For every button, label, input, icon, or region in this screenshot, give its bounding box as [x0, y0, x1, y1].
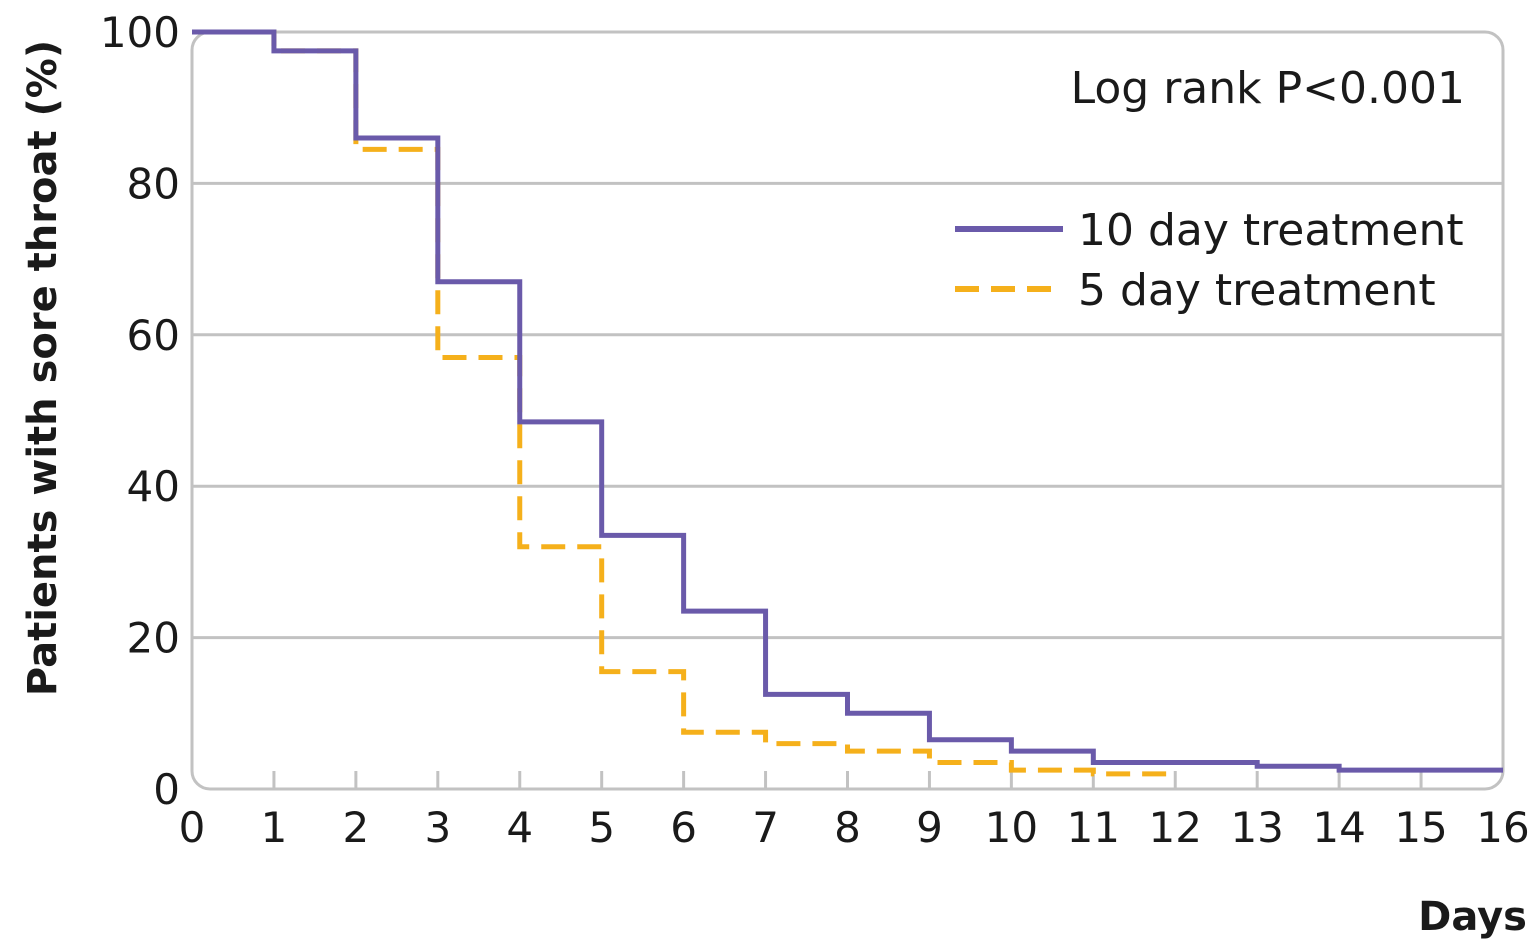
y-axis-ticks: 0 20 40 60 80 100: [100, 8, 180, 814]
x-tick-label: 13: [1230, 803, 1283, 852]
x-axis-title: Days: [1418, 894, 1527, 940]
y-tick-label: 80: [127, 159, 180, 208]
x-tick-label: 1: [261, 803, 288, 852]
series-lines: [192, 29, 1503, 777]
x-tick-label: 10: [985, 803, 1038, 852]
legend: 10 day treatment 5 day treatment: [955, 205, 1464, 316]
x-tick-label: 14: [1312, 803, 1365, 852]
x-tick-label: 9: [916, 803, 943, 852]
y-tick-label: 60: [127, 311, 180, 360]
legend-label-5-day: 5 day treatment: [1078, 265, 1436, 316]
log-rank-annotation: Log rank P<0.001: [1071, 63, 1465, 114]
x-tick-label: 6: [670, 803, 697, 852]
x-tick-label: 3: [424, 803, 451, 852]
series-line-10-day: [192, 29, 1503, 773]
x-tick-label: 2: [343, 803, 370, 852]
x-axis-ticks: 0 1 2 3 4 5 6 7 8 9 10 11 12 13 14 15 16: [179, 771, 1530, 852]
x-tick-label: 16: [1476, 803, 1529, 852]
x-tick-label: 15: [1394, 803, 1447, 852]
plot-frame: [190, 30, 1505, 791]
y-tick-label: 20: [127, 614, 180, 663]
x-tick-label: 4: [506, 803, 533, 852]
x-tick-label: 11: [1067, 803, 1120, 852]
grid-lines: [192, 181, 1503, 640]
series-line-5-day: [192, 29, 1176, 777]
x-tick-label: 7: [752, 803, 779, 852]
x-tick-label: 5: [588, 803, 615, 852]
x-tick-label: 8: [834, 803, 861, 852]
legend-label-10-day: 10 day treatment: [1078, 205, 1464, 256]
x-tick-label: 0: [179, 803, 206, 852]
y-tick-label: 40: [127, 462, 180, 511]
y-tick-label: 0: [153, 765, 180, 814]
x-tick-label: 12: [1149, 803, 1202, 852]
y-tick-label: 100: [100, 8, 180, 57]
y-axis-title: Patients with sore throat (%): [20, 40, 66, 696]
